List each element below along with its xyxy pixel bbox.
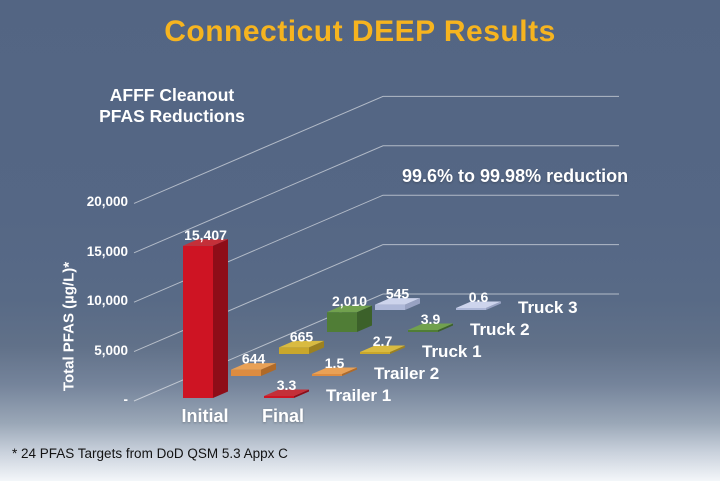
bar-value-label: 15,407 — [184, 227, 227, 243]
category-label-initial: Initial — [181, 406, 229, 426]
y-tick-label: - — [123, 392, 129, 407]
bar-truck-1-initial — [279, 340, 324, 354]
bar-value-label: 665 — [290, 328, 314, 344]
bar-truck-2-initial — [327, 305, 372, 332]
category-label-final: Final — [261, 406, 304, 426]
bar-truck-3-initial — [375, 298, 420, 310]
bar-truck-2-final — [408, 323, 453, 332]
bar-value-label: 3.9 — [421, 311, 441, 327]
y-tick-label: 10,000 — [86, 293, 128, 309]
bar-trailer-1-initial — [183, 239, 228, 398]
bar-trailer-2-initial — [231, 363, 276, 376]
series-label-trailer-2: Trailer 2 — [374, 364, 439, 383]
bar-truck-3-final — [456, 301, 501, 310]
series-label-truck-3: Truck 3 — [518, 298, 578, 317]
series-label-truck-2: Truck 2 — [470, 320, 530, 339]
bar-value-label: 644 — [242, 351, 266, 367]
bar-value-label: 2,010 — [332, 293, 367, 309]
bar-trailer-1-final — [264, 389, 309, 398]
bar-value-label: 1.5 — [325, 355, 345, 371]
slide-title: Connecticut DEEP Results — [164, 15, 556, 48]
y-tick-label: 20,000 — [86, 194, 128, 210]
bar-value-label: 2.7 — [373, 333, 393, 349]
chart-subtitle: AFFF Cleanout PFAS Reductions — [82, 85, 262, 127]
gridline — [133, 95, 619, 204]
y-tick-label: 15,000 — [86, 243, 128, 259]
bar-trailer-2-final — [312, 367, 357, 376]
bar-value-label: 545 — [386, 286, 410, 302]
y-tick-label: 5,000 — [94, 342, 128, 358]
chart-subtitle-line2: PFAS Reductions — [99, 106, 245, 126]
bar-truck-1-final — [360, 345, 405, 354]
gridline — [133, 145, 619, 254]
series-label-truck-1: Truck 1 — [422, 342, 482, 361]
chart-subtitle-line1: AFFF Cleanout — [109, 85, 235, 105]
bar-value-label: 3.3 — [277, 377, 297, 393]
reduction-annotation: 99.6% to 99.98% reduction — [402, 166, 629, 186]
bar-value-label: 0.6 — [469, 289, 489, 305]
footnote: * 24 PFAS Targets from DoD QSM 5.3 Appx … — [12, 446, 288, 461]
series-label-trailer-1: Trailer 1 — [326, 386, 391, 405]
